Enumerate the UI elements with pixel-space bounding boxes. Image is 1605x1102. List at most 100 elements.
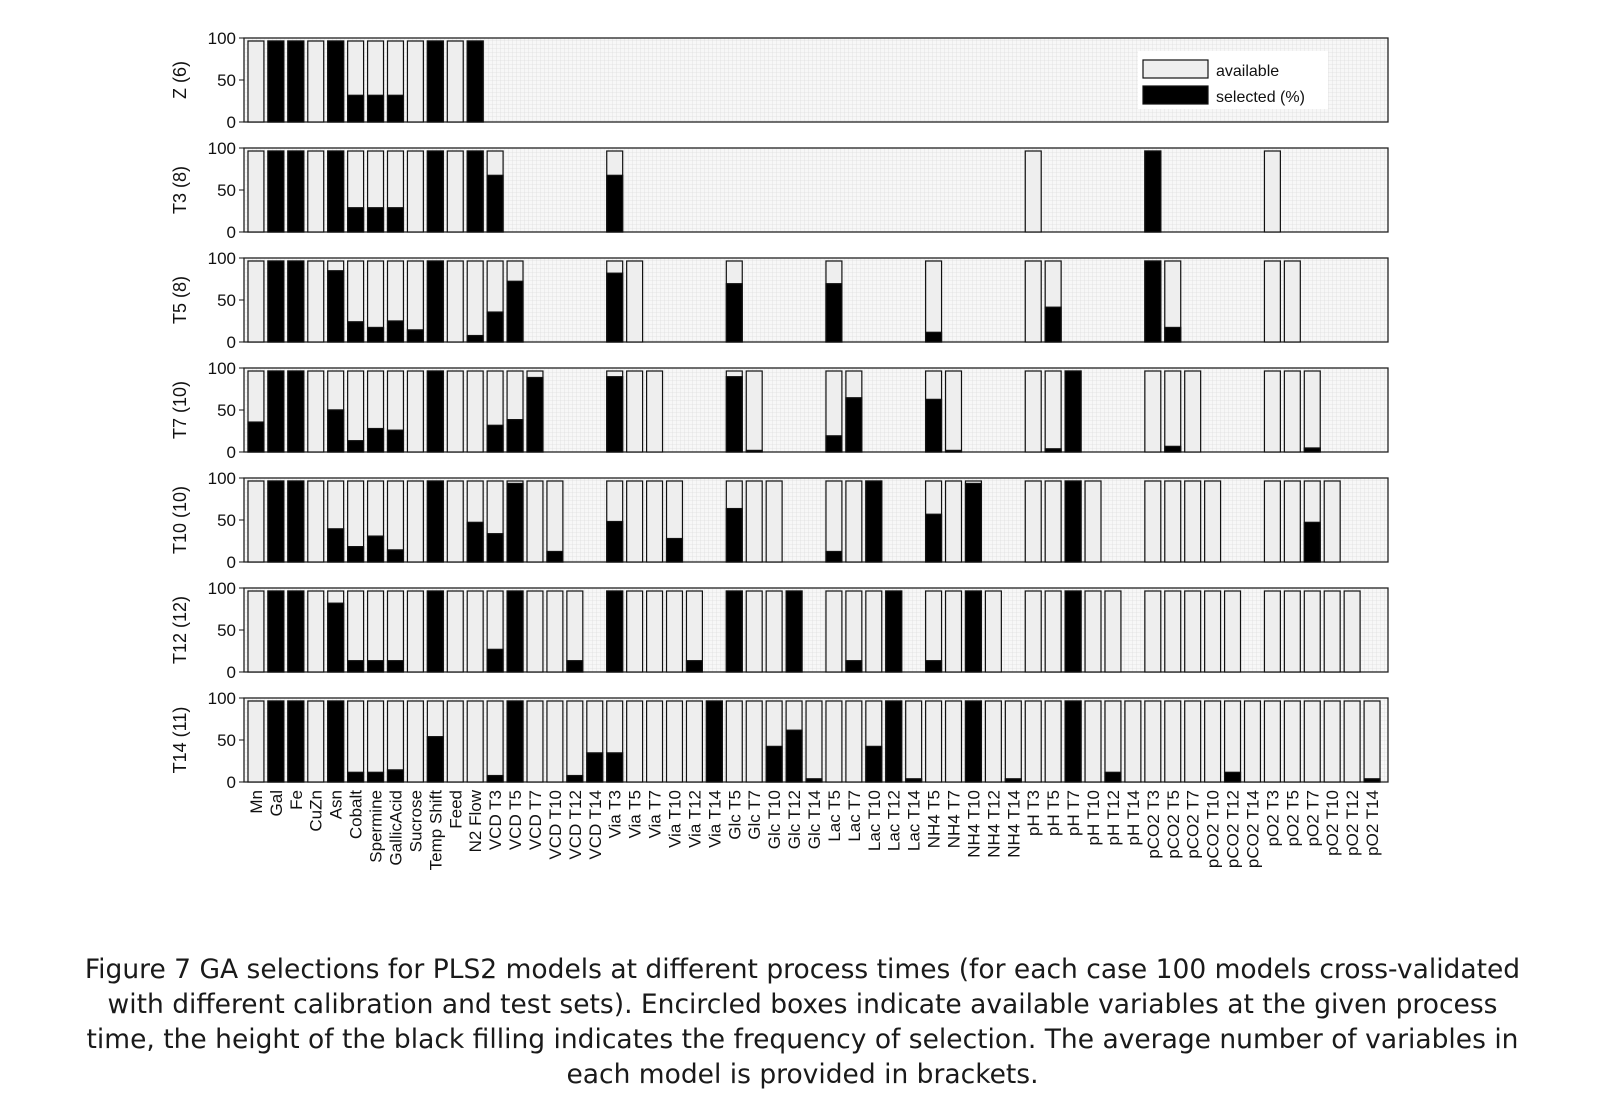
x-tick-label: Via T5 xyxy=(626,790,645,839)
bar-available xyxy=(1323,480,1341,563)
bar-available xyxy=(925,260,943,343)
x-tick-label: Temp Shift xyxy=(426,790,445,871)
bar-available xyxy=(546,700,564,783)
bar-available xyxy=(347,700,365,783)
y-tick-label: 50 xyxy=(217,511,236,530)
bar-available xyxy=(1144,370,1162,453)
bar-available xyxy=(247,40,265,123)
bar-selected xyxy=(287,260,305,343)
bar-selected xyxy=(606,590,624,673)
x-tick-label: Via T3 xyxy=(606,790,625,839)
x-tick-label: pCO2 T7 xyxy=(1184,790,1203,859)
x-tick-label: pO2 T14 xyxy=(1363,790,1382,856)
x-tick-label: pO2 T7 xyxy=(1303,790,1322,846)
bar-available xyxy=(446,700,464,783)
caption-line: Figure 7 GA selections for PLS2 models a… xyxy=(84,954,1521,985)
bar-selected xyxy=(1104,771,1122,783)
bar-available xyxy=(725,700,743,783)
bar-selected xyxy=(725,590,743,673)
x-tick-label: Fe xyxy=(287,790,306,810)
bar-available xyxy=(944,700,963,783)
bar-available xyxy=(1084,480,1102,563)
panel-5: 0 50 100 T12 (12) xyxy=(170,579,1389,682)
bar-selected xyxy=(347,660,365,673)
bar-selected xyxy=(267,150,285,233)
bar-selected xyxy=(845,397,863,453)
bar-available xyxy=(1283,700,1301,783)
y-tick-label: 50 xyxy=(217,621,236,640)
bar-selected xyxy=(287,370,305,453)
bar-available xyxy=(1303,370,1321,453)
bar-available xyxy=(1024,590,1042,673)
bar-selected xyxy=(506,482,524,563)
x-tick-label: pO2 T12 xyxy=(1343,790,1362,856)
bar-available xyxy=(466,590,484,673)
bar-selected xyxy=(1004,778,1022,783)
bar-available xyxy=(825,590,843,673)
y-tick-label: 50 xyxy=(217,291,236,310)
bar-available xyxy=(1283,370,1301,453)
bar-available xyxy=(745,700,763,783)
bar-available xyxy=(1164,700,1182,783)
bar-available xyxy=(626,700,644,783)
y-tick-label: 50 xyxy=(217,181,236,200)
bar-selected xyxy=(267,480,285,563)
bar-selected xyxy=(287,700,305,783)
bar-available xyxy=(446,480,464,563)
bar-available xyxy=(1303,700,1321,783)
bar-selected xyxy=(247,421,265,453)
bar-selected xyxy=(1064,480,1082,563)
legend-swatch-available xyxy=(1142,59,1209,79)
bar-selected xyxy=(546,550,564,563)
legend-label-available: available xyxy=(1216,63,1279,80)
bar-selected xyxy=(267,590,285,673)
bar-selected xyxy=(486,533,504,563)
bar-available xyxy=(865,590,883,673)
bar-selected xyxy=(825,283,843,343)
x-tick-label: GallicAcid xyxy=(386,790,405,866)
x-tick-label: pO2 T5 xyxy=(1283,790,1302,846)
x-tick-label: VCD T12 xyxy=(566,790,585,860)
bar-selected xyxy=(486,174,504,233)
x-tick-label: Cobalt xyxy=(347,790,366,839)
bar-selected xyxy=(347,771,365,783)
bar-available xyxy=(406,150,424,233)
bar-selected xyxy=(1064,370,1082,453)
x-tick-label: Via T10 xyxy=(665,790,684,848)
x-tick-label: NH4 T5 xyxy=(925,790,944,848)
bar-selected xyxy=(526,376,544,453)
panel-label: T10 (10) xyxy=(170,486,190,554)
bar-available xyxy=(1004,700,1022,783)
x-tick-label: Mn xyxy=(247,790,266,814)
bar-selected xyxy=(506,280,524,343)
bar-available xyxy=(1343,590,1361,673)
bar-selected xyxy=(267,40,285,123)
bar-available xyxy=(307,260,325,343)
bar-available xyxy=(307,370,325,453)
bar-available xyxy=(665,700,684,783)
bar-available xyxy=(626,260,644,343)
x-tick-label: Gal xyxy=(267,790,286,816)
bar-available xyxy=(366,700,385,783)
bar-available xyxy=(446,590,464,673)
y-tick-label: 50 xyxy=(217,71,236,90)
y-tick-label: 0 xyxy=(227,773,236,792)
x-tick-label: Lac T14 xyxy=(905,790,924,851)
bar-available xyxy=(307,480,325,563)
bar-selected xyxy=(426,150,444,233)
bar-available xyxy=(247,150,265,233)
bar-available xyxy=(845,480,863,563)
bar-selected xyxy=(845,660,863,673)
x-tick-label: pCO2 T3 xyxy=(1144,790,1163,859)
bar-available xyxy=(1184,370,1202,453)
y-tick-label: 0 xyxy=(227,333,236,352)
bar-selected xyxy=(426,736,444,783)
bar-available xyxy=(1343,700,1361,783)
bar-selected xyxy=(386,94,405,123)
bar-selected xyxy=(805,778,823,783)
x-tick-label: Feed xyxy=(446,790,465,829)
bar-selected xyxy=(745,449,763,453)
x-tick-label: Glc T7 xyxy=(745,790,764,840)
bar-available xyxy=(1263,590,1281,673)
bar-selected xyxy=(1064,590,1082,673)
